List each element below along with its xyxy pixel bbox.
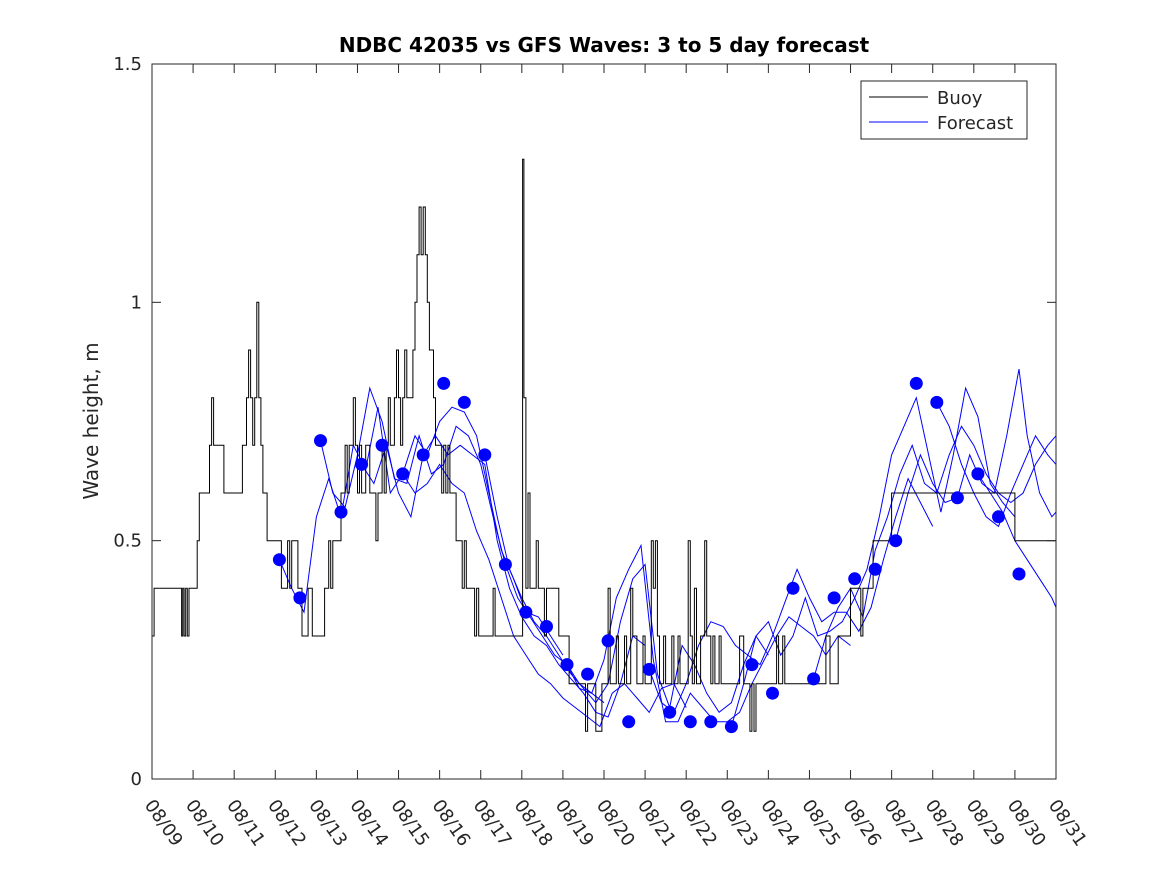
forecast-marker-12 — [498, 558, 512, 571]
forecast-run-line-6 — [566, 543, 851, 723]
forecast-run-line-11 — [936, 402, 1057, 528]
forecast-marker-31 — [889, 534, 903, 548]
forecast-marker-6 — [375, 438, 389, 452]
forecast-marker-25 — [766, 686, 779, 700]
forecast-marker-19 — [642, 662, 656, 676]
forecast-marker-36 — [992, 510, 1005, 524]
forecast-marker-15 — [560, 658, 574, 672]
forecast-marker-23 — [724, 720, 738, 734]
plot-area — [152, 64, 1056, 779]
forecast-marker-17 — [601, 634, 615, 648]
forecast-marker-22 — [704, 715, 718, 729]
forecast-marker-13 — [519, 605, 533, 619]
forecast-marker-1 — [272, 553, 286, 567]
forecast-marker-3 — [314, 434, 327, 448]
y-tick-label: 0.5 — [113, 531, 142, 552]
y-tick-label: 1.5 — [113, 54, 142, 75]
forecast-marker-21 — [683, 715, 697, 729]
y-axis-label: Wave height, m — [79, 342, 103, 499]
buoy-line — [152, 158, 1056, 732]
forecast-run-line-10 — [895, 369, 1057, 541]
forecast-marker-5 — [355, 457, 369, 471]
forecast-marker-26 — [786, 581, 800, 595]
forecast-marker-30 — [868, 562, 882, 576]
y-tick-label: 1 — [131, 292, 142, 313]
forecast-marker-8 — [416, 448, 430, 462]
legend-box — [860, 80, 1028, 140]
forecast-marker-29 — [848, 572, 862, 586]
forecast-marker-14 — [540, 620, 553, 633]
legend-label-buoy: Buoy — [937, 88, 983, 109]
forecast-run-line-5 — [484, 454, 769, 714]
forecast-marker-16 — [581, 667, 595, 681]
forecast-marker-35 — [971, 467, 985, 481]
forecast-marker-9 — [437, 376, 451, 390]
forecast-marker-32 — [909, 376, 923, 390]
forecast-marker-34 — [950, 491, 964, 505]
legend: Buoy Forecast — [860, 80, 1028, 140]
forecast-run-line-12 — [977, 473, 1057, 608]
forecast-marker-33 — [930, 395, 944, 409]
chart-title: NDBC 42035 vs GFS Waves: 3 to 5 day fore… — [339, 33, 870, 57]
y-tick-label: 0 — [131, 769, 142, 790]
forecast-marker-37 — [1012, 567, 1026, 581]
forecast-marker-18 — [622, 715, 636, 729]
forecast-marker-11 — [478, 448, 492, 462]
forecast-marker-4 — [334, 505, 348, 519]
forecast-marker-28 — [827, 591, 841, 605]
marker-layer — [272, 376, 1026, 734]
forecast-marker-2 — [293, 591, 307, 605]
forecast-run-line-2 — [320, 386, 605, 704]
legend-label-forecast: Forecast — [937, 113, 1013, 134]
forecast-marker-27 — [807, 672, 821, 686]
forecast-marker-20 — [663, 705, 677, 719]
forecast-marker-10 — [457, 395, 471, 409]
forecast-marker-24 — [745, 658, 759, 672]
forecast-marker-7 — [396, 467, 410, 481]
